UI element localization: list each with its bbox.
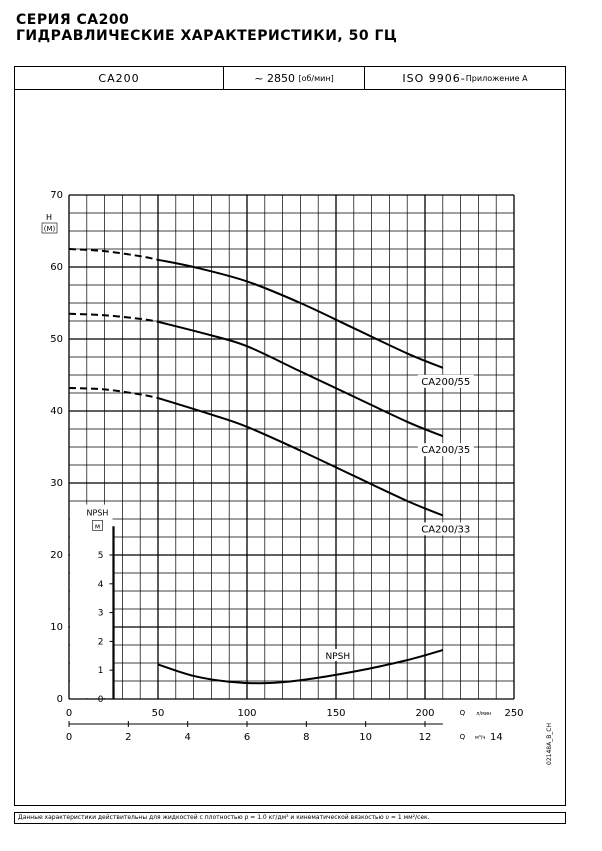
npsh-tick-label: 3: [98, 609, 104, 619]
series-line-CA200/55: [157, 258, 444, 369]
npsh-axis-label: NPSH: [87, 508, 109, 517]
drawing-code: 02148A_B_CH: [546, 722, 553, 765]
x2-tick-label: 8: [303, 732, 309, 743]
series-label-bg: [417, 443, 474, 457]
x-axis-label: Q: [460, 709, 466, 717]
npsh-tick-label: 2: [98, 637, 104, 647]
x2-tick-label: 14: [490, 732, 503, 743]
series-label-CA200/35: CA200/35: [421, 445, 470, 456]
npsh-tick-label: 4: [98, 580, 104, 590]
x-tick-label: 150: [326, 708, 345, 719]
y-tick-label: 70: [50, 190, 63, 201]
series-label-bg: [417, 522, 474, 536]
speed-cell: ~ 2850 [об/мин]: [224, 67, 365, 89]
npsh-tick-label: 0: [98, 695, 104, 705]
y-axis-label: H: [46, 213, 52, 222]
model-cell: CA200: [15, 67, 224, 89]
x-tick-label: 100: [237, 708, 256, 719]
npsh-line: [157, 649, 444, 685]
chart-subtitle: ГИДРАВЛИЧЕСКИЕ ХАРАКТЕРИСТИКИ, 50 ГЦ: [16, 28, 398, 44]
y-tick-label: 10: [50, 622, 63, 633]
x-tick-label: 50: [152, 708, 165, 719]
y-tick-label: 40: [50, 406, 63, 417]
series-line-CA200/33: [157, 397, 444, 517]
standard-cell: ISO 9906- Приложение А: [402, 71, 528, 85]
y-tick-label: 0: [57, 694, 63, 705]
y-axis-unit: (M): [44, 225, 56, 233]
x2-tick-label: 6: [244, 732, 250, 743]
npsh-unit-box: [92, 520, 103, 531]
page-title: СЕРИЯ CA200 ГИДРАВЛИЧЕСКИЕ ХАРАКТЕРИСТИК…: [16, 12, 397, 44]
speed-value: ~ 2850: [254, 71, 295, 85]
x-tick-label: 250: [504, 708, 523, 719]
footnote: Данные характеристики действительны для …: [14, 812, 566, 824]
series-dashed-CA200/33: [68, 386, 159, 400]
spec-table: CA200 ~ 2850 [об/мин] ISO 9906- Приложени…: [14, 66, 566, 90]
x2-tick-label: 2: [125, 732, 131, 743]
series-label-CA200/33: CA200/33: [421, 524, 470, 535]
x2-axis-unit: м³/ч: [475, 735, 485, 741]
y-tick-label: 30: [50, 478, 63, 489]
y-tick-label: 20: [50, 550, 63, 561]
x2-tick-label: 10: [359, 732, 372, 743]
x-axis-unit: л/мин: [476, 711, 491, 717]
npsh-tick-label: 1: [98, 666, 104, 676]
series-line-CA200/35: [157, 320, 444, 438]
npsh-series-label: NPSH: [325, 652, 350, 662]
speed-unit: [об/мин]: [298, 73, 334, 83]
npsh-tick-label: 5: [98, 551, 104, 561]
npsh-label-bg: [320, 649, 352, 661]
series-dashed-CA200/35: [68, 312, 159, 323]
npsh-axis-unit: м: [95, 522, 100, 530]
y-tick-label: 60: [50, 262, 63, 273]
y-unit-box: [41, 222, 58, 234]
x2-tick-label: 0: [66, 732, 72, 743]
standard-note: Приложение А: [465, 73, 528, 83]
x2-axis-label: Q: [460, 733, 466, 741]
series-title: СЕРИЯ CA200: [16, 12, 130, 28]
x2-tick-label: 4: [184, 732, 190, 743]
series-label-CA200/55: CA200/55: [421, 377, 470, 388]
series-dashed-CA200/55: [68, 248, 159, 261]
standard-value: ISO 9906: [402, 71, 461, 85]
npsh-panel: [70, 504, 113, 698]
series-label-bg: [417, 374, 474, 388]
x2-tick-label: 12: [419, 732, 432, 743]
x-tick-label: 0: [66, 708, 72, 719]
y-tick-label: 50: [50, 334, 63, 345]
x-tick-label: 200: [415, 708, 434, 719]
